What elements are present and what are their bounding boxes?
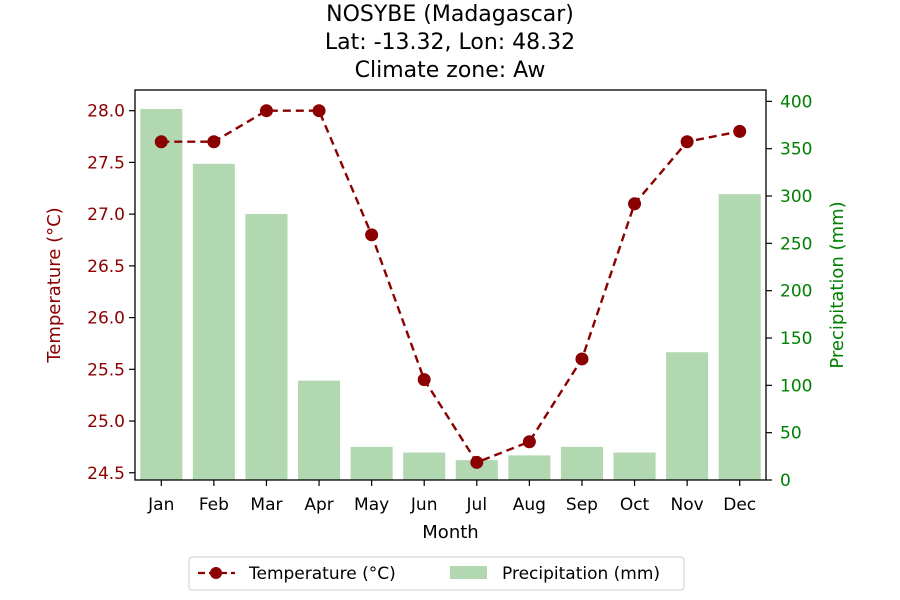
legend-box	[188, 556, 685, 591]
left-tick-label: 27.0	[87, 205, 125, 225]
right-tick-label: 400	[780, 92, 812, 112]
title-line: Climate zone: Aw	[355, 58, 546, 83]
temperature-point	[312, 104, 326, 118]
temperature-point	[417, 373, 431, 387]
legend-precipitation-label: Precipitation (mm)	[502, 564, 660, 584]
right-axis-label: Precipitation (mm)	[827, 201, 848, 368]
temperature-point	[207, 135, 221, 149]
temperature-line	[154, 104, 747, 469]
left-tick-label: 25.5	[87, 360, 125, 380]
right-axis: 0 50 100 150 200 250 300 350 400	[766, 92, 812, 491]
precipitation-bar	[613, 452, 656, 480]
right-tick-label: 150	[780, 329, 812, 349]
legend-temperature-marker-icon	[210, 567, 222, 579]
precipitation-bar	[350, 446, 393, 480]
legend: Temperature (°C) Precipitation (mm)	[188, 556, 685, 591]
title-line: Lat: -13.32, Lon: 48.32	[325, 30, 575, 55]
temperature-point	[628, 197, 642, 211]
temperature-point	[470, 455, 484, 469]
left-tick-label: 26.0	[87, 309, 125, 329]
left-tick-label: 28.0	[87, 102, 125, 122]
plot-frame	[134, 89, 767, 481]
precipitation-bar	[718, 194, 761, 480]
precipitation-bar	[560, 446, 603, 480]
temperature-series-line	[161, 109, 740, 464]
temperature-point	[575, 352, 589, 366]
title-line: NOSYBE (Madagascar)	[326, 2, 574, 27]
x-tick-label: Apr	[304, 495, 333, 515]
left-tick-label: 26.5	[87, 257, 125, 277]
right-tick-label: 100	[780, 376, 812, 396]
x-tick-label: Feb	[199, 495, 229, 515]
temperature-point	[522, 435, 536, 449]
legend-precipitation-swatch-icon	[450, 566, 487, 579]
precipitation-bar	[455, 460, 498, 480]
x-tick-label: Jan	[147, 495, 174, 515]
x-tick-label: Oct	[620, 495, 650, 515]
precipitation-bar	[245, 214, 288, 480]
x-tick-label: Sep	[566, 495, 598, 515]
precipitation-bar	[666, 352, 709, 480]
x-axis-label: Month	[422, 522, 478, 543]
left-tick-label: 24.5	[87, 464, 125, 484]
x-tick-label: Dec	[723, 495, 756, 515]
right-tick-label: 50	[780, 424, 802, 444]
right-tick-label: 0	[780, 471, 791, 491]
left-tick-label: 27.5	[87, 153, 125, 173]
left-tick-label: 25.0	[87, 412, 125, 432]
precipitation-bar	[192, 163, 235, 480]
right-tick-label: 200	[780, 282, 812, 302]
precipitation-bar	[508, 455, 551, 480]
temperature-point	[733, 124, 747, 138]
x-tick-label: Jun	[410, 495, 438, 515]
x-tick-label: Nov	[671, 495, 704, 515]
right-tick-label: 300	[780, 187, 812, 207]
precipitation-bar	[298, 380, 341, 480]
x-axis: Jan Feb Mar Apr May Jun Jul Aug Sep Oct Nov Dec	[147, 480, 756, 515]
temperature-point	[365, 228, 379, 242]
legend-temperature-label: Temperature (°C)	[248, 564, 396, 584]
temperature-point	[259, 104, 273, 118]
precipitation-bars	[140, 108, 761, 480]
temperature-point	[680, 135, 694, 149]
x-tick-label: Aug	[513, 495, 546, 515]
x-tick-label: May	[354, 495, 389, 515]
x-tick-label: Jul	[466, 495, 488, 515]
left-axis: 24.5 25.0 25.5 26.0 26.5 27.0 27.5 28.0	[87, 102, 135, 484]
precipitation-bar	[140, 108, 183, 480]
precipitation-bar	[403, 452, 446, 480]
temperature-point	[154, 135, 168, 149]
right-tick-label: 250	[780, 234, 812, 254]
right-tick-label: 350	[780, 140, 812, 160]
chart-title: NOSYBE (Madagascar) Lat: -13.32, Lon: 48…	[325, 2, 575, 83]
x-tick-label: Mar	[250, 495, 282, 515]
left-axis-label: Temperature (°C)	[44, 207, 65, 363]
